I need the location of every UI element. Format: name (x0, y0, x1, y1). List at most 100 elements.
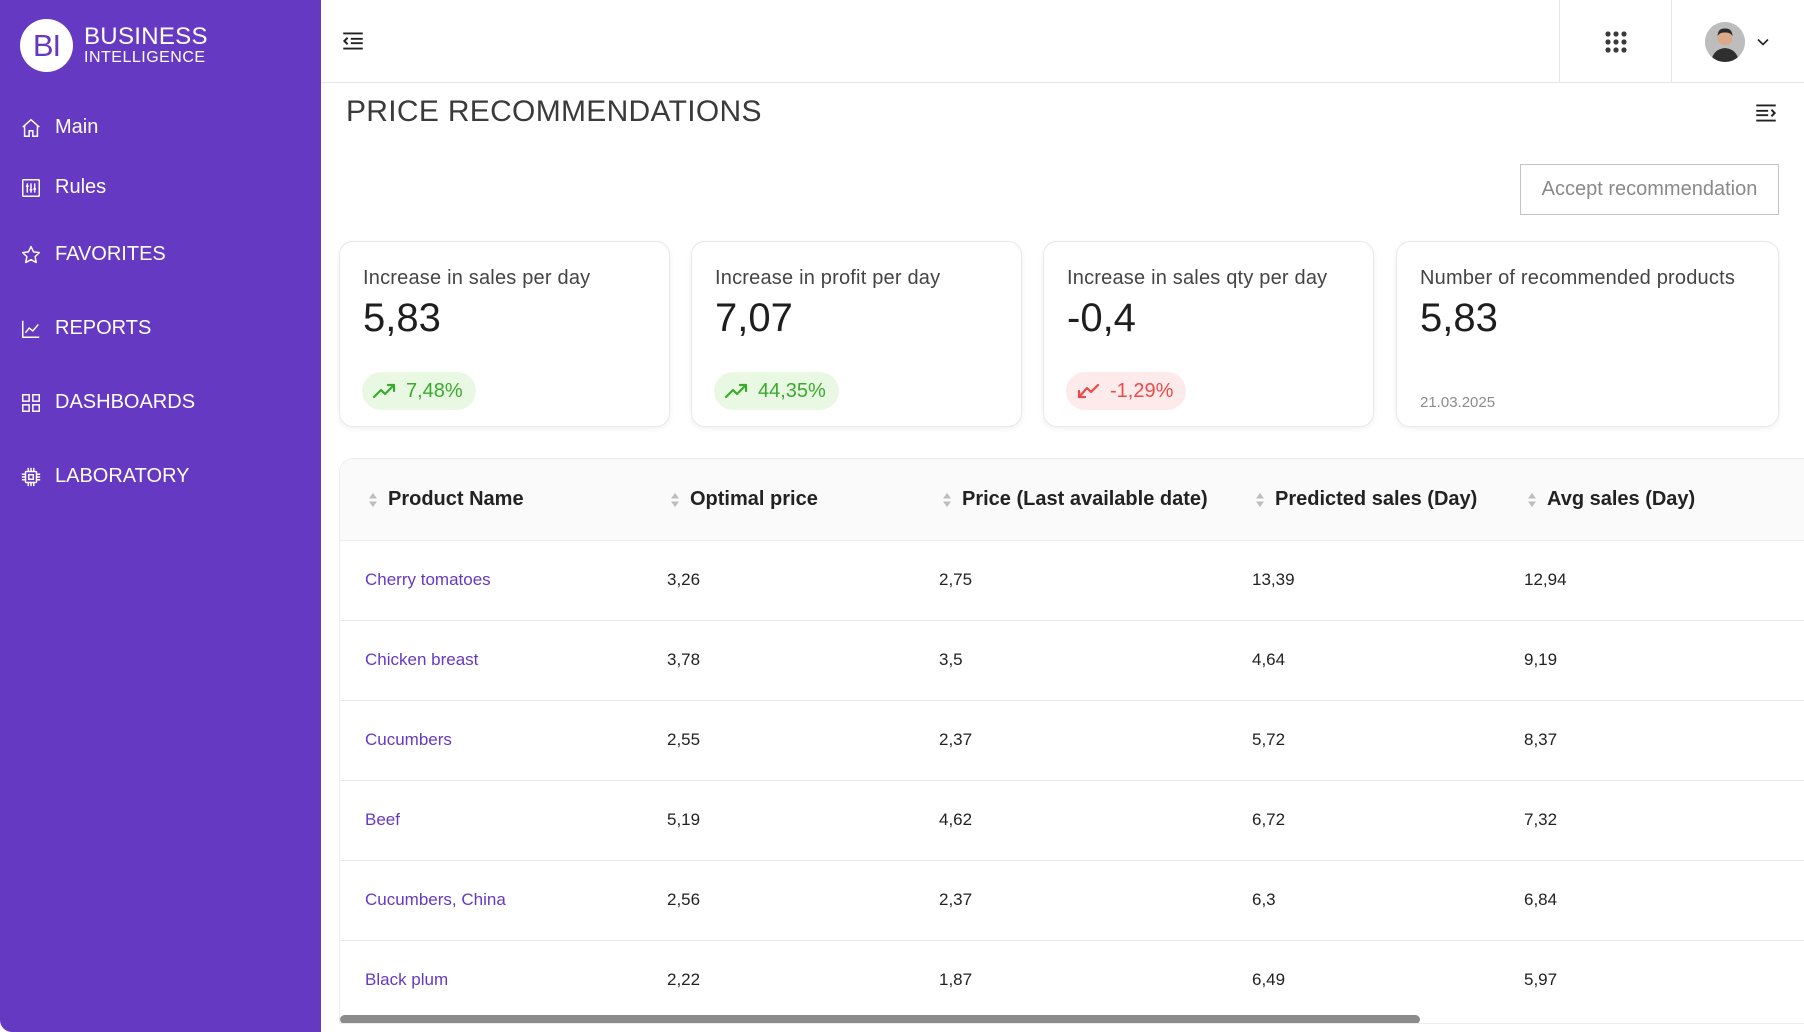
horizontal-scrollbar-thumb[interactable] (340, 1015, 1420, 1023)
avg-sales-cell: 7,32 (1524, 810, 1558, 829)
avatar (1705, 21, 1745, 62)
sidebar-item-label: Rules (55, 176, 107, 198)
avg-sales-cell: 6,84 (1524, 890, 1558, 909)
sort-icon (1256, 492, 1264, 507)
rules-icon (22, 178, 40, 197)
sidebar-item-rules[interactable]: Rules (20, 176, 106, 199)
kpi-card-recommended: Number of recommended products 5,83 21.0… (1396, 241, 1779, 427)
kpi-value: -0,4 (1067, 296, 1136, 340)
kpi-card-sales-qty: Increase in sales qty per day -0,4 -1,29… (1043, 241, 1374, 427)
product-name-link[interactable]: Cucumbers (365, 730, 452, 749)
star-icon (21, 245, 41, 263)
table-row: Cucumbers, China 2,56 2,37 6,3 6,84 (340, 861, 1804, 941)
chip-icon (21, 467, 41, 486)
predicted-sales-cell: 5,72 (1252, 730, 1286, 749)
top-bar (321, 0, 1804, 83)
table-row: Beef 5,19 4,62 6,72 7,32 (340, 781, 1804, 861)
avg-sales-cell: 9,19 (1524, 650, 1558, 669)
line-chart-icon (22, 320, 40, 338)
sort-icon (1528, 492, 1536, 507)
optimal-price-cell: 2,56 (667, 890, 701, 909)
table-row: Black plum 2,22 1,87 6,49 5,97 (340, 941, 1804, 1021)
last-price-cell: 2,37 (939, 730, 973, 749)
brand[interactable]: BI BUSINESS INTELLIGENCE (20, 19, 208, 72)
sort-icon (671, 492, 679, 507)
sidebar: BI BUSINESS INTELLIGENCE Main Rules FAVO… (0, 0, 321, 1032)
kpi-value: 7,07 (715, 296, 793, 340)
brand-subtitle: INTELLIGENCE (84, 49, 206, 66)
kpi-value: 5,83 (1420, 296, 1498, 340)
sidebar-item-favorites[interactable]: FAVORITES (20, 243, 166, 266)
last-price-cell: 2,75 (939, 570, 973, 589)
chevron-down-icon (1757, 38, 1769, 46)
kpi-value: 5,83 (363, 296, 441, 340)
sidebar-item-reports[interactable]: REPORTS (20, 317, 151, 340)
kpi-trend-badge: 7,48% (362, 372, 476, 410)
table-row: Cherry tomatoes 3,26 2,75 13,39 12,94 (340, 541, 1804, 621)
kpi-label: Number of recommended products (1420, 267, 1736, 289)
user-menu[interactable] (1671, 0, 1804, 83)
sidebar-item-main[interactable]: Main (20, 116, 98, 139)
expand-panel-icon[interactable] (1753, 100, 1779, 126)
product-name-link[interactable]: Cucumbers, China (365, 890, 506, 909)
kpi-label: Increase in sales qty per day (1067, 267, 1328, 289)
brand-logo: BI (20, 19, 73, 72)
column-header-predicted-sales[interactable]: Predicted sales (Day) (1255, 488, 1477, 511)
kpi-trend-badge: 44,35% (714, 372, 839, 410)
table-row: Cucumbers 2,55 2,37 5,72 8,37 (340, 701, 1804, 781)
avg-sales-cell: 8,37 (1524, 730, 1558, 749)
kpi-trend-badge: -1,29% (1066, 372, 1187, 410)
predicted-sales-cell: 13,39 (1252, 570, 1295, 589)
kpi-label: Increase in profit per day (715, 267, 941, 289)
product-name-link[interactable]: Beef (365, 810, 400, 829)
column-header-product-name[interactable]: Product Name (368, 488, 524, 511)
optimal-price-cell: 3,78 (667, 650, 701, 669)
sidebar-item-laboratory[interactable]: LABORATORY (20, 465, 190, 488)
table-header: Product Name Optimal price Price (Last a… (340, 459, 1804, 541)
optimal-price-cell: 3,26 (667, 570, 701, 589)
kpi-card-sales: Increase in sales per day 5,83 7,48% (339, 241, 670, 427)
last-price-cell: 1,87 (939, 970, 973, 989)
product-name-link[interactable]: Black plum (365, 970, 449, 989)
last-price-cell: 4,62 (939, 810, 973, 829)
user-avatar-icon (1705, 21, 1745, 62)
table-row: Chicken breast 3,78 3,5 4,64 9,19 (340, 621, 1804, 701)
trend-down-icon (1077, 383, 1100, 399)
collapse-menu-icon[interactable] (340, 28, 366, 54)
optimal-price-cell: 2,55 (667, 730, 701, 749)
kpi-label: Increase in sales per day (363, 267, 591, 289)
sidebar-item-label: DASHBOARDS (55, 391, 196, 413)
sidebar-item-label: FAVORITES (55, 243, 166, 265)
optimal-price-cell: 5,19 (667, 810, 701, 829)
brand-name: BUSINESS (84, 23, 208, 50)
avg-sales-cell: 5,97 (1524, 970, 1558, 989)
last-price-cell: 3,5 (939, 650, 963, 669)
predicted-sales-cell: 4,64 (1252, 650, 1286, 669)
sidebar-item-dashboards[interactable]: DASHBOARDS (20, 391, 195, 414)
column-header-optimal-price[interactable]: Optimal price (670, 488, 818, 511)
sidebar-item-label: REPORTS (55, 317, 152, 339)
predicted-sales-cell: 6,72 (1252, 810, 1286, 829)
sort-icon (369, 492, 377, 507)
apps-grid-icon (1604, 30, 1627, 53)
accept-recommendation-button[interactable]: Accept recommendation (1520, 164, 1779, 215)
product-name-link[interactable]: Chicken breast (365, 650, 479, 669)
trend-up-icon (372, 383, 396, 399)
home-icon (22, 118, 40, 137)
column-header-avg-sales[interactable]: Avg sales (Day) (1527, 488, 1695, 511)
sidebar-item-label: LABORATORY (55, 465, 190, 487)
predicted-sales-cell: 6,3 (1252, 890, 1276, 909)
trend-up-icon (724, 383, 748, 399)
column-header-last-price[interactable]: Price (Last available date) (942, 488, 1208, 511)
kpi-card-profit: Increase in profit per day 7,07 44,35% (691, 241, 1022, 427)
kpi-date: 21.03.2025 (1420, 394, 1496, 411)
product-name-link[interactable]: Cherry tomatoes (365, 570, 491, 589)
sort-icon (943, 492, 951, 507)
page-title: PRICE RECOMMENDATIONS (346, 95, 762, 128)
last-price-cell: 2,37 (939, 890, 973, 909)
grid-icon (22, 393, 40, 412)
optimal-price-cell: 2,22 (667, 970, 701, 989)
apps-button[interactable] (1559, 0, 1671, 83)
recommendations-table: Product Name Optimal price Price (Last a… (339, 458, 1804, 1024)
predicted-sales-cell: 6,49 (1252, 970, 1286, 989)
